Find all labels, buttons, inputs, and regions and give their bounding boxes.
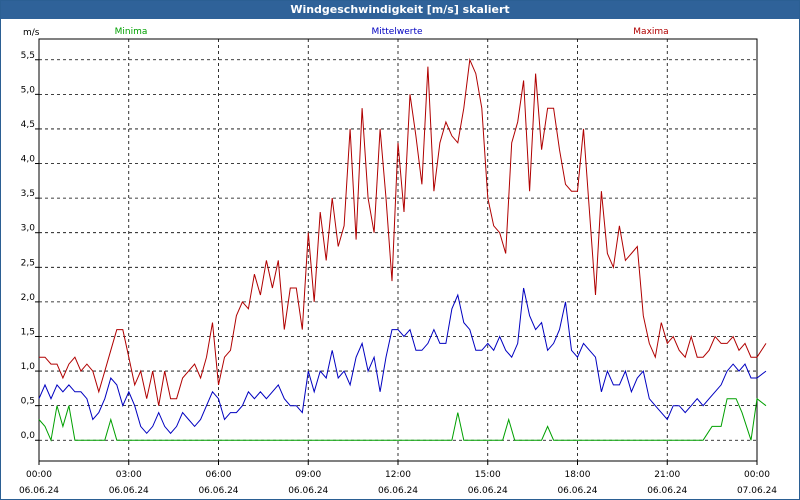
y-tick-label: 3,5 xyxy=(21,189,35,199)
legend-minima: Minima xyxy=(115,27,148,37)
y-tick-label: 5,0 xyxy=(21,85,36,95)
legend-mittelwerte: Mittelwerte xyxy=(371,27,422,37)
series-line-maxima xyxy=(39,57,767,406)
x-tick-time: 15:00 xyxy=(475,470,501,480)
y-tick-label: 4,0 xyxy=(21,155,36,165)
legend-maxima: Maxima xyxy=(633,27,668,37)
y-tick-label: 0,5 xyxy=(21,397,35,407)
x-tick-date: 06.06.24 xyxy=(19,486,59,496)
y-tick-label: 1,0 xyxy=(21,362,36,372)
x-tick-date: 06.06.24 xyxy=(109,486,149,496)
x-tick-time: 12:00 xyxy=(385,470,411,480)
x-tick-date: 06.06.24 xyxy=(288,486,328,496)
y-tick-label: 4,5 xyxy=(21,120,35,130)
series-line-minima xyxy=(38,397,767,442)
x-tick-time: 21:00 xyxy=(654,470,680,480)
y-tick-label: 2,5 xyxy=(21,258,35,268)
x-tick-time: 06:00 xyxy=(206,470,232,480)
x-tick-date: 06.06.24 xyxy=(468,486,508,496)
y-tick-label: 1,5 xyxy=(21,327,35,337)
x-tick-time: 18:00 xyxy=(565,470,591,480)
x-tick-time: 03:00 xyxy=(116,470,142,480)
x-tick-date: 06.06.24 xyxy=(557,486,597,496)
x-tick-date: 06.06.24 xyxy=(198,486,238,496)
y-tick-label: 0,0 xyxy=(21,431,36,441)
chart-title: Windgeschwindigkeit [m/s] skaliert xyxy=(1,1,799,19)
x-tick-date: 07.06.24 xyxy=(737,486,777,496)
x-tick-time: 00:00 xyxy=(744,470,770,480)
x-tick-time: 09:00 xyxy=(295,470,321,480)
y-tick-label: 2,0 xyxy=(21,293,36,303)
x-tick-time: 00:00 xyxy=(26,470,52,480)
x-tick-date: 06.06.24 xyxy=(647,486,687,496)
series-line-mittelwerte xyxy=(38,287,767,435)
y-axis-unit: m/s xyxy=(23,28,40,38)
y-tick-label: 5,5 xyxy=(21,51,35,61)
y-tick-label: 3,0 xyxy=(21,224,36,234)
x-tick-date: 06.06.24 xyxy=(378,486,418,496)
